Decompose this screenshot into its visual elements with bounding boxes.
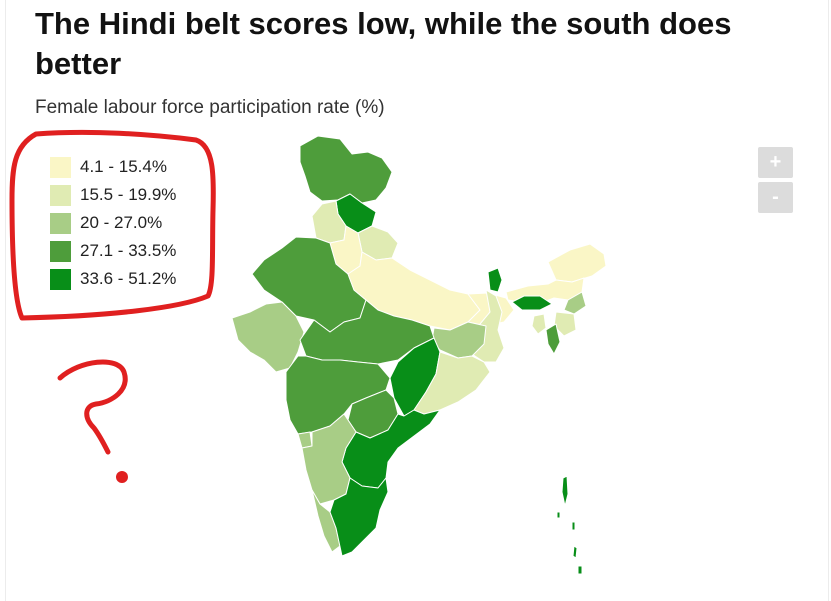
legend-item[interactable]: 4.1 - 15.4% — [50, 153, 176, 181]
legend-label: 4.1 - 15.4% — [80, 157, 167, 176]
legend-swatch — [50, 240, 71, 262]
region-andaman-nicobar[interactable] — [556, 475, 583, 575]
legend-label: 27.1 - 33.5% — [80, 241, 177, 260]
region-mizoram[interactable] — [545, 323, 561, 355]
frame-border-left — [5, 0, 6, 601]
region-gujarat[interactable] — [231, 301, 305, 373]
region-sikkim[interactable] — [487, 267, 503, 293]
map-legend: 4.1 - 15.4% 15.5 - 19.9% 20 - 27.0% 27.1… — [50, 153, 176, 293]
zoom-out-button[interactable]: - — [758, 182, 793, 213]
region-tripura[interactable] — [531, 313, 547, 335]
region-nagaland[interactable] — [563, 291, 587, 315]
legend-item[interactable]: 15.5 - 19.9% — [50, 181, 176, 209]
region-meghalaya[interactable] — [511, 295, 553, 311]
chart-title: The Hindi belt scores low, while the sou… — [35, 6, 732, 81]
zoom-in-button[interactable]: + — [758, 147, 793, 178]
region-arunachal-pradesh[interactable] — [547, 243, 607, 283]
legend-label: 33.6 - 51.2% — [80, 269, 177, 288]
legend-swatch — [50, 184, 71, 206]
region-goa[interactable] — [297, 431, 313, 449]
legend-label: 15.5 - 19.9% — [80, 185, 177, 204]
chart-subtitle: Female labour force participation rate (… — [35, 97, 385, 118]
legend-item[interactable]: 33.6 - 51.2% — [50, 265, 176, 293]
frame-border-right — [828, 0, 829, 601]
legend-swatch — [50, 212, 71, 234]
legend-swatch — [50, 268, 71, 290]
legend-swatch — [50, 156, 71, 178]
legend-label: 20 - 27.0% — [80, 213, 163, 232]
region-tamil-nadu[interactable] — [329, 477, 389, 557]
legend-item[interactable]: 27.1 - 33.5% — [50, 237, 176, 265]
legend-item[interactable]: 20 - 27.0% — [50, 209, 176, 237]
region-manipur[interactable] — [553, 311, 577, 337]
region-jammu-kashmir[interactable] — [299, 135, 393, 204]
